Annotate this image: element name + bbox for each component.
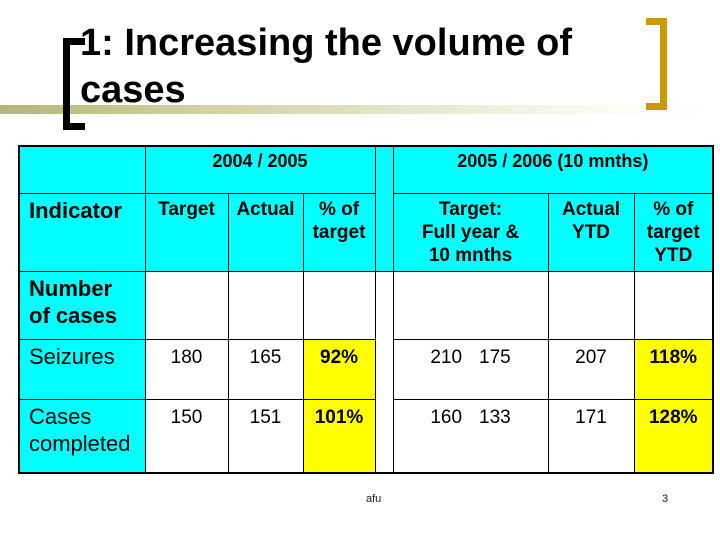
cell-seizures-target-full-year: 210 [430,346,463,368]
row-label-seizures: Seizures [18,338,146,400]
empty-cell [633,270,714,340]
slide-page-number: 3 [662,493,669,505]
right-bracket-decoration [646,18,667,110]
row-label-cases-completed: Cases completed [18,398,146,474]
table-row-seizures: Seizures 180 165 92% 210 175 207 118% [18,338,714,400]
cell-seizures-target: 180 [144,338,229,400]
header-target: Target [144,192,229,272]
cell-cases-pct-of-target: 101% [302,398,376,474]
separator-column-body [374,270,394,474]
cell-cases-target-10mnths: 133 [479,406,511,428]
cell-cases-target: 150 [144,398,229,474]
header-actual-ytd: Actual YTD [547,192,635,272]
header-pct-of-target-ytd: % of target YTD [633,192,714,272]
column-header-row: Indicator Target Actual % of target Targ… [18,192,714,272]
title-underline-rule [0,105,720,114]
header-indicator: Indicator [18,192,146,272]
cell-cases-actual: 151 [227,398,304,474]
separator-column-header [374,145,394,272]
cell-seizures-actual: 165 [227,338,304,400]
cell-seizures-actual-ytd: 207 [547,338,635,400]
cell-seizures-pct-of-target: 92% [302,338,376,400]
cell-cases-pct-ytd: 128% [633,398,714,474]
section-row-number-of-cases: Number of cases [18,270,714,474]
cell-seizures-pct-ytd: 118% [633,338,714,400]
section-label-number-of-cases: Number of cases [18,270,146,340]
header-target-full-year: Target: Full year & 10 mnths [392,192,549,272]
table-row-cases-completed: Cases completed 150 151 101% 160 133 171 … [18,398,714,474]
empty-cell [144,270,229,340]
empty-cell [547,270,635,340]
year-group-2004-2005: 2004 / 2005 [144,145,376,194]
header-pct-of-target: % of target [302,192,376,272]
footer-author: afu [366,493,382,505]
left-bracket-decoration [63,38,85,130]
empty-cell [227,270,304,340]
header-actual: Actual [227,192,304,272]
cell-cases-actual-ytd: 171 [547,398,635,474]
empty-cell [302,270,376,340]
slide-title: 1: Increasing the volume of cases [80,22,572,111]
cell-seizures-target-10mnths: 175 [479,346,511,368]
year-group-2005-2006: 2005 / 2006 (10 mnths) [392,145,714,194]
year-header-row: 2004 / 2005 2005 / 2006 (10 mnths) [18,145,714,272]
corner-cell [18,145,146,194]
cell-cases-target-full-year: 160 [430,406,463,428]
cell-cases-target-full-and-10m: 160 133 [392,398,549,474]
empty-cell [392,270,549,340]
cell-seizures-target-full-and-10m: 210 175 [392,338,549,400]
performance-table: 2004 / 2005 2005 / 2006 (10 mnths) Indic… [18,145,715,474]
